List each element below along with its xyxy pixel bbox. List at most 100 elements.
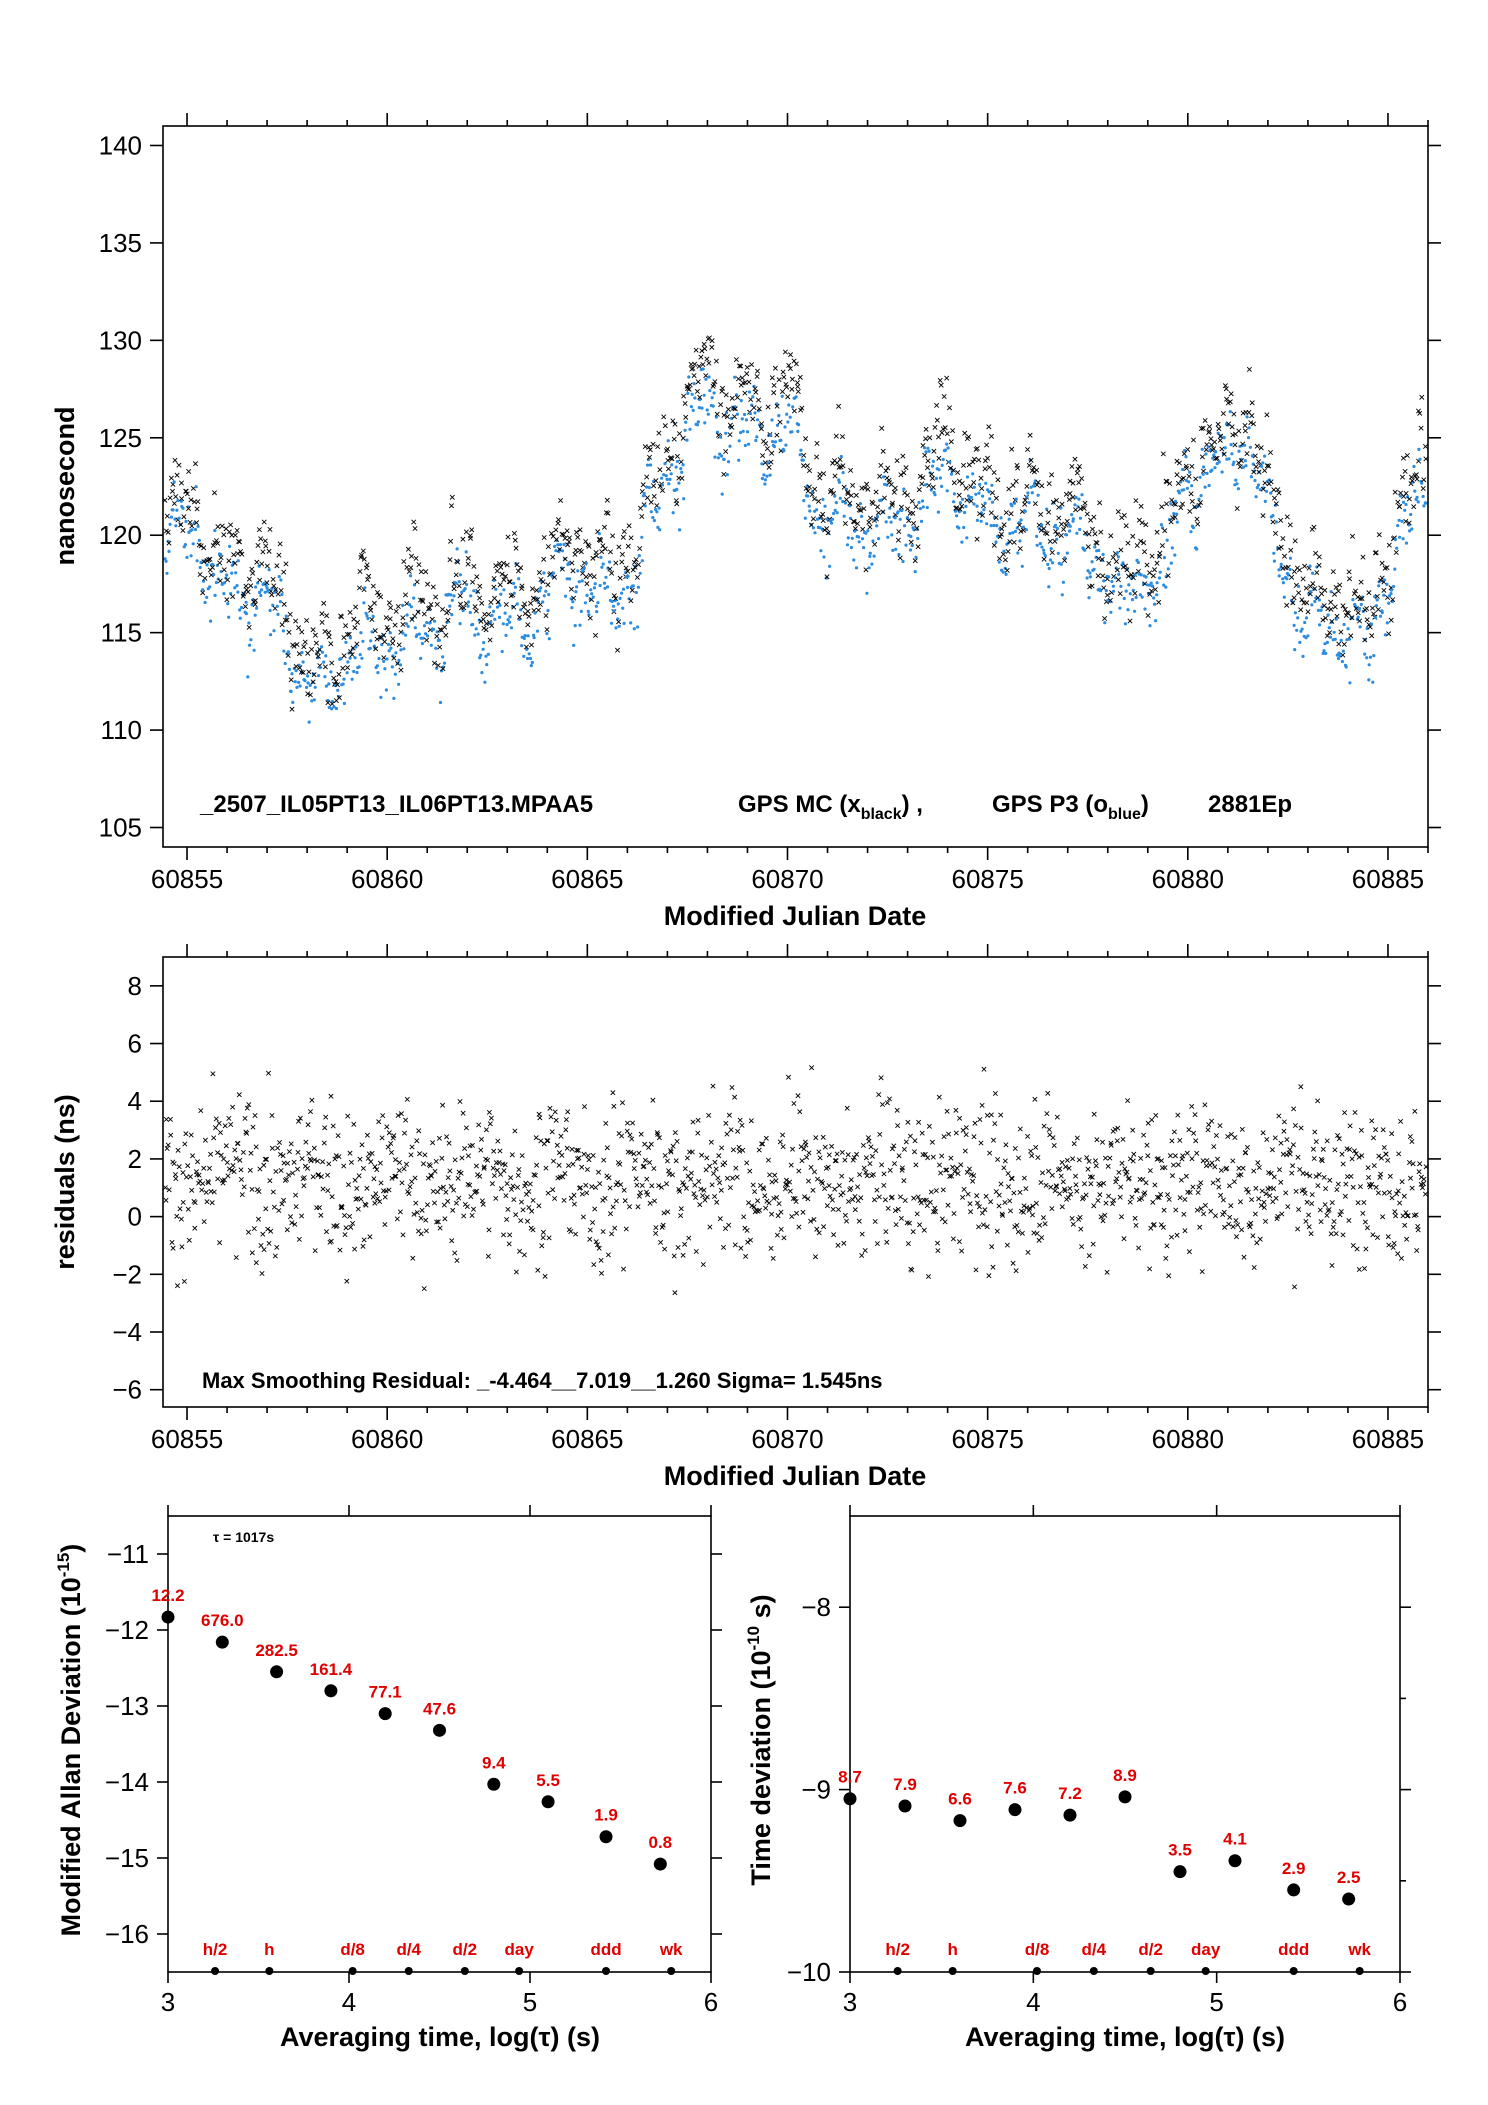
- gps-mc-point: [1099, 556, 1105, 562]
- gps-mc-point: [836, 464, 842, 470]
- gps-p3-point: [595, 610, 599, 614]
- residual-point: [235, 1140, 241, 1147]
- residual-point: [653, 1230, 659, 1236]
- gps-p3-point: [385, 657, 389, 661]
- residual-point: [325, 1172, 331, 1178]
- residual-point: [872, 1218, 878, 1225]
- gps-mc-point: [903, 465, 909, 471]
- residual-point: [251, 1226, 257, 1232]
- residual-point: [756, 1147, 762, 1153]
- gps-p3-point: [937, 468, 941, 472]
- residual-point: [744, 1160, 750, 1166]
- gps-mc-point: [1211, 446, 1217, 452]
- residual-point: [624, 1128, 630, 1134]
- gps-mc-point: [763, 440, 769, 447]
- residual-point: [1420, 1181, 1427, 1187]
- residual-point: [998, 1181, 1004, 1187]
- residual-point: [701, 1187, 707, 1193]
- gps-mc-point: [1384, 565, 1390, 571]
- gps-p3-point: [352, 669, 356, 674]
- residual-point: [272, 1253, 278, 1259]
- residual-point: [1220, 1197, 1226, 1203]
- interval-marker: [948, 1967, 957, 1975]
- gps-mc-point: [1336, 641, 1342, 647]
- gps-mc-point: [1059, 501, 1065, 507]
- gps-p3-point: [634, 590, 638, 595]
- gps-mc-point: [1114, 567, 1120, 573]
- residual-point: [658, 1184, 665, 1190]
- gps-p3-point: [988, 497, 992, 501]
- gps-mc-point: [697, 394, 703, 400]
- gps-mc-point: [568, 586, 574, 592]
- residual-point: [1232, 1134, 1238, 1141]
- gps-mc-point: [937, 377, 943, 383]
- residual-point: [563, 1127, 569, 1133]
- residual-point: [203, 1189, 209, 1195]
- residual-point: [1105, 1163, 1111, 1169]
- gps-p3-point: [394, 651, 398, 655]
- gps-p3-point: [478, 656, 482, 660]
- gps-mc-point: [283, 561, 289, 567]
- residual-point: [454, 1257, 460, 1264]
- residual-point: [984, 1224, 990, 1230]
- residual-point: [1323, 1186, 1329, 1192]
- gps-mc-point: [766, 464, 772, 470]
- gps-p3-point: [567, 561, 571, 565]
- residual-point: [1020, 1209, 1026, 1215]
- residual-point: [1111, 1197, 1117, 1203]
- residual-point: [722, 1160, 728, 1166]
- gps-mc-point: [814, 454, 820, 460]
- gps-p3-point: [1339, 638, 1343, 643]
- gps-mc-point: [1054, 531, 1060, 537]
- gps-mc-point: [573, 547, 579, 553]
- residual-point: [999, 1211, 1005, 1217]
- residual-point: [844, 1105, 850, 1111]
- residual-point: [296, 1118, 302, 1124]
- gps-mc-point: [805, 488, 811, 494]
- gps-p3-point: [1002, 549, 1006, 553]
- residual-point: [437, 1225, 443, 1231]
- residual-point: [745, 1239, 751, 1245]
- gps-p3-point: [575, 585, 579, 589]
- gps-p3-point: [675, 487, 679, 491]
- gps-p3-point: [1101, 552, 1105, 557]
- gps-mc-point: [1027, 432, 1033, 438]
- gps-p3-point: [1285, 577, 1289, 581]
- gps-mc-point: [732, 406, 738, 412]
- gps-mc-point: [853, 492, 859, 498]
- residual-point: [673, 1158, 679, 1164]
- gps-mc-point: [491, 575, 497, 582]
- gps-mc-point: [513, 545, 519, 551]
- gps-p3-point: [293, 680, 297, 684]
- residual-point: [671, 1253, 677, 1259]
- gps-mc-point: [1164, 479, 1170, 485]
- deviation-point: [1118, 1790, 1132, 1804]
- gps-p3-point: [620, 591, 624, 595]
- gps-p3-point: [1421, 494, 1425, 499]
- gps-p3-point: [1109, 610, 1113, 614]
- gps-mc-point: [328, 641, 334, 647]
- gps-mc-point: [906, 518, 912, 524]
- gps-p3-point: [1246, 436, 1251, 440]
- gps-p3-point: [931, 459, 936, 463]
- gps-p3-point: [174, 524, 178, 528]
- gps-p3-point: [493, 617, 497, 621]
- residual-point: [712, 1159, 718, 1165]
- residual-point: [518, 1218, 524, 1224]
- gps-mc-point: [648, 499, 654, 505]
- residual-point: [862, 1247, 868, 1254]
- residual-point: [1303, 1218, 1309, 1224]
- gps-p3-point: [893, 516, 897, 520]
- gps-p3-point: [1345, 638, 1349, 642]
- residual-point: [1233, 1217, 1239, 1224]
- gps-p3-point: [560, 549, 565, 553]
- gps-mc-point: [991, 469, 997, 476]
- gps-mc-point: [700, 361, 706, 368]
- residual-point: [537, 1115, 543, 1121]
- tdev-points: 8.7 7.96.67.6 7.28.93.54.12.9 2.5h/2 h d/8 d/4…: [838, 1766, 1372, 1975]
- residual-point: [1136, 1245, 1142, 1251]
- residual-point: [639, 1182, 645, 1189]
- gps-p3-point: [1188, 470, 1192, 474]
- x-tick-label: 4: [1026, 1987, 1040, 2017]
- residual-point: [1390, 1244, 1396, 1251]
